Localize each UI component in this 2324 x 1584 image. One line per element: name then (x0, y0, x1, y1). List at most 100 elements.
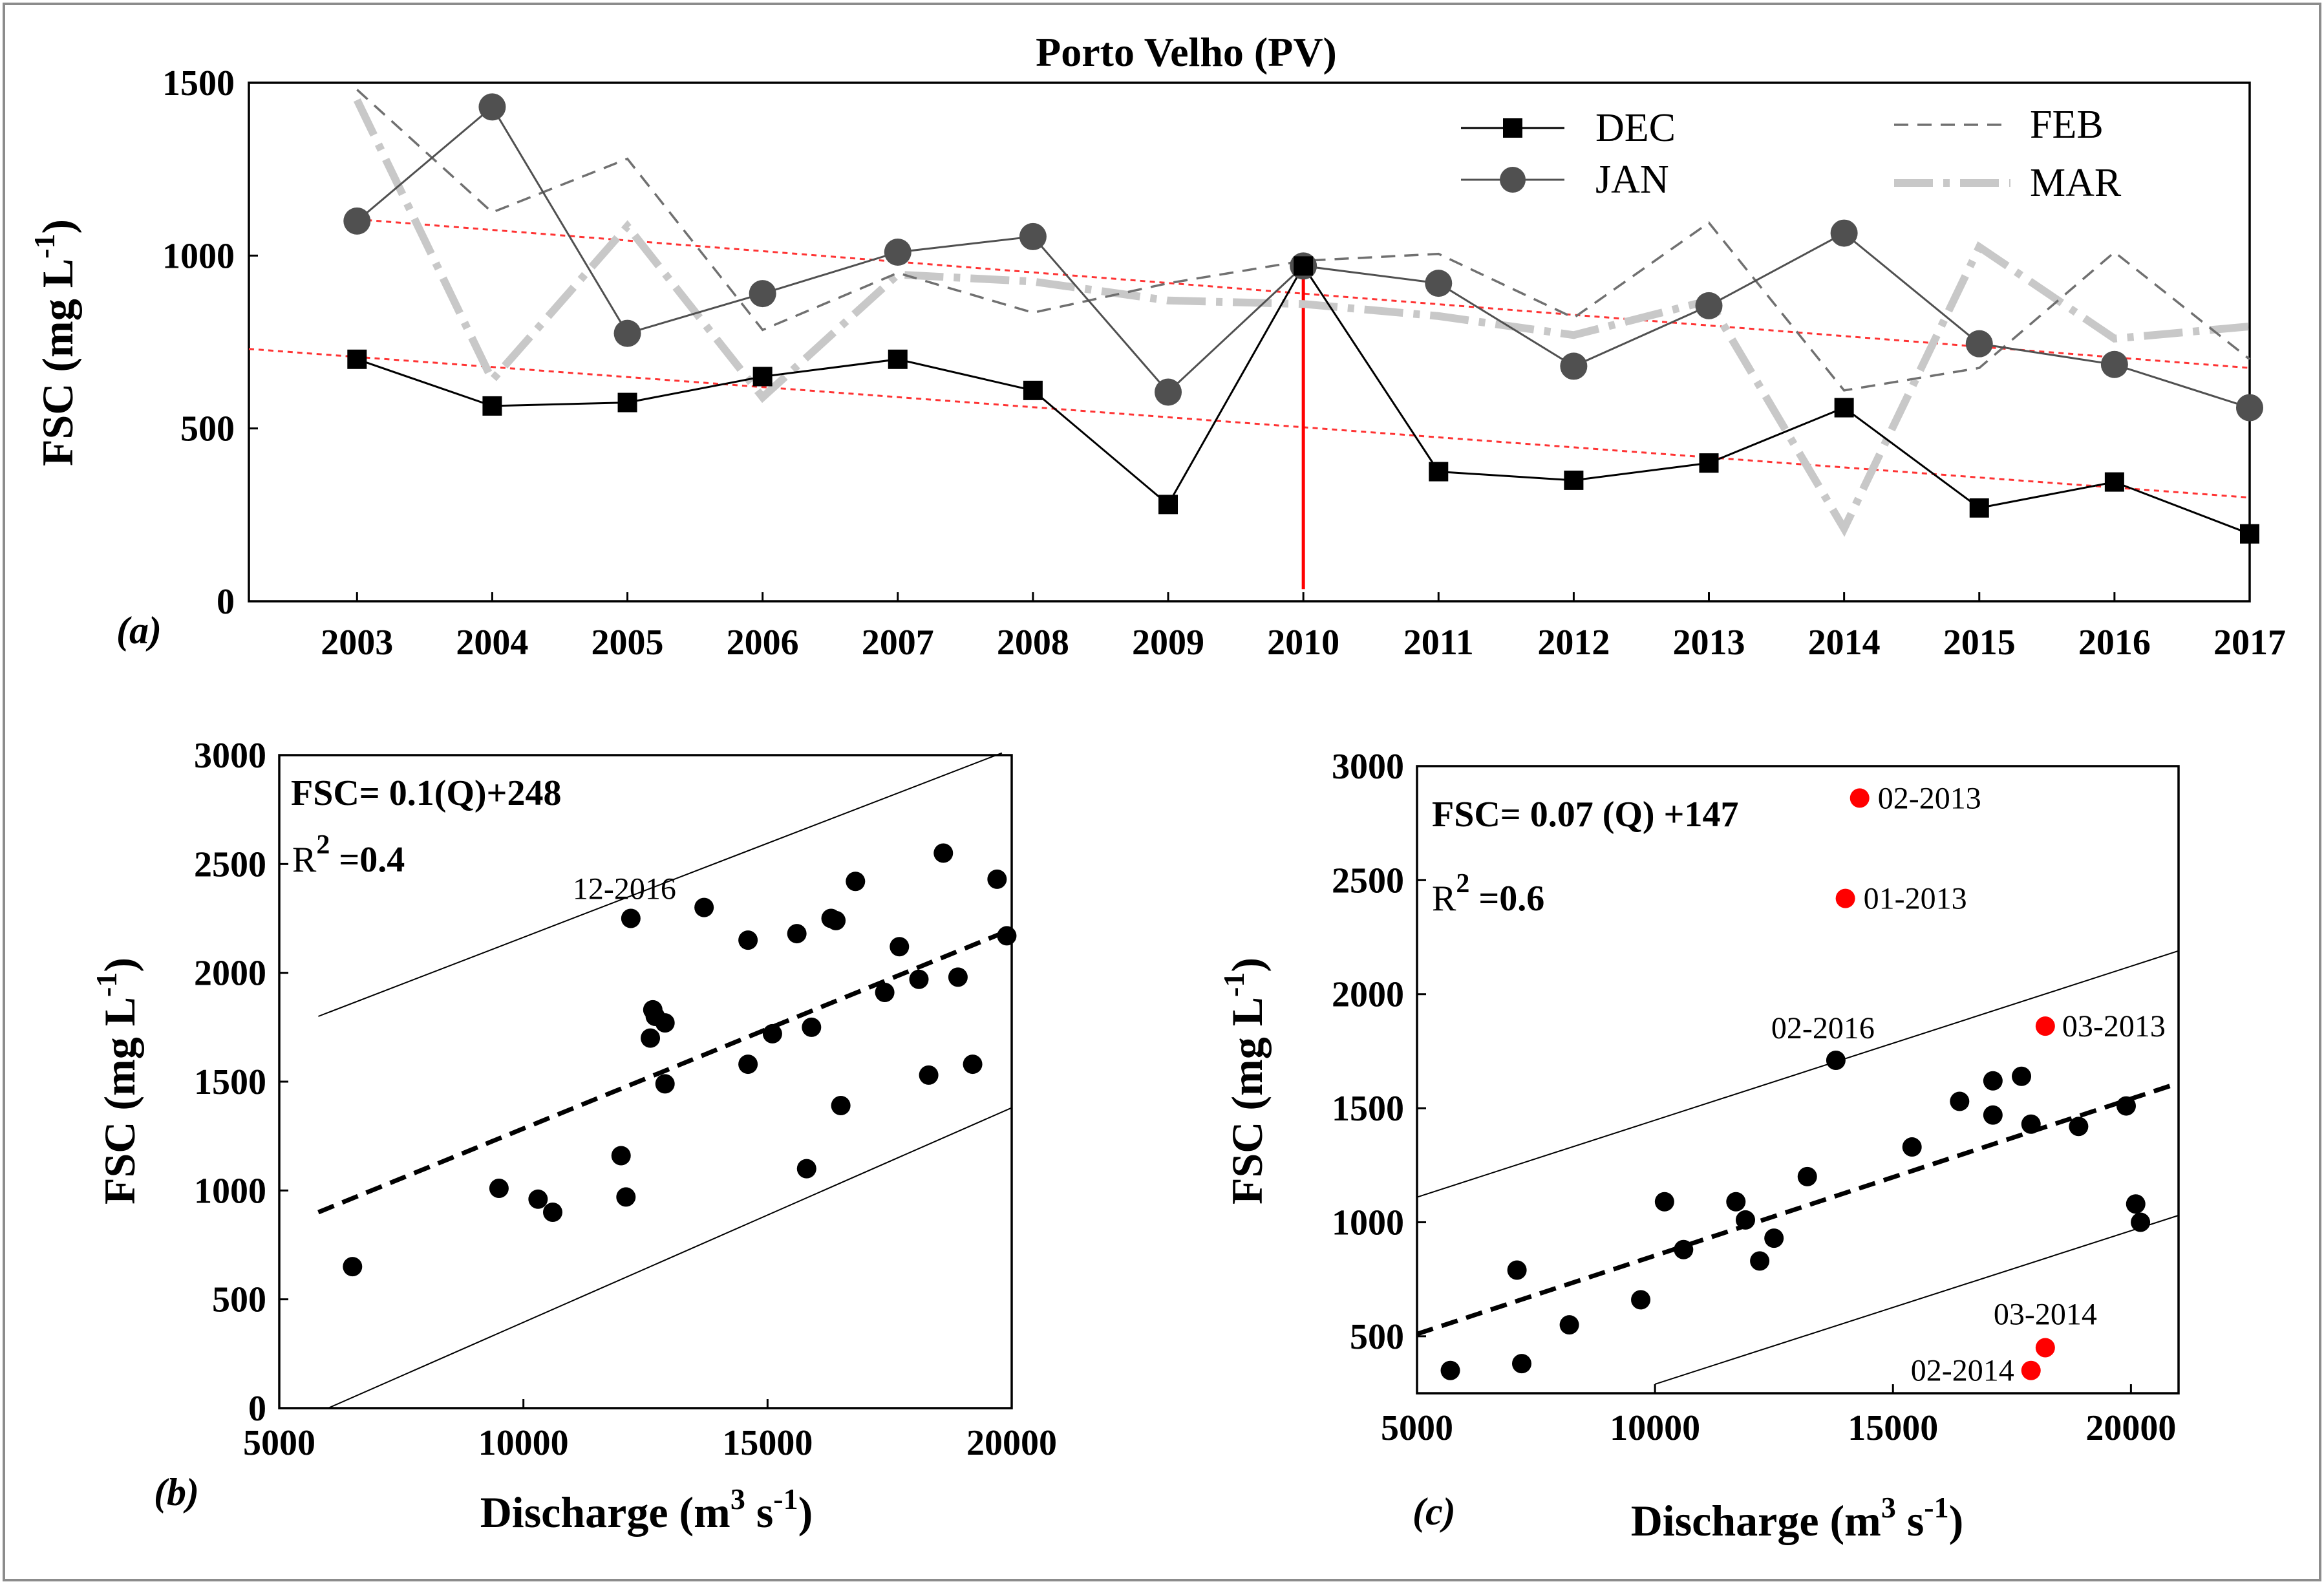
jan-point (2100, 350, 2128, 378)
scatter-point (738, 1054, 758, 1075)
legend-mar-label: MAR (2030, 161, 2122, 205)
x-tick-label: 2012 (1537, 623, 1610, 663)
jan-point (884, 238, 911, 266)
x-tick-label: 5000 (1381, 1408, 1453, 1448)
panel-c-annotations: 02-2013 01-2013 02-2016 03-2013 03-2014 02-20… (1771, 781, 2166, 1387)
panel-a-ticks: 2003 2004 2005 2006 2007 2008 2009 2010 2011 2012… (162, 63, 2286, 663)
x-tick-label: 15000 (1848, 1408, 1938, 1448)
dec-point (482, 396, 502, 416)
x-tick-label: 2008 (997, 623, 1069, 663)
scatter-point (1764, 1228, 1784, 1248)
scatter-point (528, 1189, 548, 1209)
y-tick-label: 500 (180, 409, 235, 449)
y-tick-label: 1500 (1332, 1089, 1404, 1129)
scatter-point (2069, 1117, 2089, 1137)
figure-border (3, 3, 2321, 1581)
series-feb-line (356, 89, 2251, 392)
x-tick-label: 2003 (321, 623, 393, 663)
jan-point (478, 93, 506, 121)
scatter-point (1631, 1290, 1651, 1310)
scatter-point (909, 969, 929, 989)
annotation-label: 02-2014 (1911, 1354, 2014, 1388)
scatter-point (933, 843, 954, 863)
y-tick-label: 2500 (194, 844, 266, 884)
annotation-label: 12-2016 (573, 872, 676, 906)
x-tick-label: 2007 (862, 623, 934, 663)
scatter-point (1826, 1051, 1846, 1071)
y-tick-label: 2000 (194, 954, 266, 994)
annotation-label: 03-2014 (1994, 1297, 2097, 1331)
jan-point (1965, 330, 1993, 358)
jan-point (1830, 219, 1858, 247)
dec-point (1564, 470, 1584, 490)
x-tick-label: 10000 (1610, 1408, 1700, 1448)
y-tick-label: 1000 (194, 1171, 266, 1211)
panel-c-axes (1416, 765, 2180, 1395)
scatter-point (1797, 1166, 1817, 1186)
y-tick-label: 500 (212, 1280, 266, 1320)
scatter-point (890, 937, 910, 957)
scatter-point (1983, 1105, 2003, 1125)
scatter-point (489, 1178, 509, 1198)
annotation-label: 03-2013 (2062, 1009, 2166, 1044)
scatter-point (787, 924, 807, 944)
y-tick-label: 1500 (162, 63, 235, 103)
scatter-point (655, 1013, 675, 1033)
dec-point (1699, 453, 1719, 473)
y-tick-label: 1500 (194, 1062, 266, 1102)
dec-point (2104, 472, 2124, 492)
jan-point (343, 207, 371, 235)
panel-a-ylabel: FSC (mg L-1) (28, 219, 82, 466)
scatter-point (1902, 1137, 1922, 1157)
legend-dec-marker (1503, 118, 1522, 138)
scatter-point (1750, 1251, 1770, 1271)
scatter-point (616, 1187, 636, 1207)
dec-point (1294, 256, 1314, 276)
highlight-point (1835, 888, 1855, 908)
y-tick-label: 1000 (162, 236, 235, 276)
panel-c: (c) Discharge (m3 s-1) FSC (mg L-1) FSC=… (1217, 747, 2180, 1545)
scatter-point (2126, 1194, 2146, 1214)
scatter-point (919, 1065, 939, 1085)
jan-point (1695, 292, 1723, 319)
legend-jan-label: JAN (1595, 158, 1669, 202)
panel-c-equation: FSC= 0.07 (Q) +147 (1432, 795, 1738, 835)
legend-dec-label: DEC (1595, 106, 1676, 150)
regression-fit-line (317, 927, 1013, 1215)
dec-point (2240, 524, 2259, 544)
x-tick-label: 2011 (1403, 623, 1474, 663)
jan-point (1560, 352, 1588, 380)
highlight-point (1850, 788, 1870, 808)
scatter-point (1654, 1192, 1674, 1212)
x-tick-label: 2004 (456, 623, 528, 663)
y-tick-label: 500 (1350, 1317, 1404, 1357)
dec-point (347, 349, 367, 369)
highlight-point (2035, 1338, 2055, 1358)
x-tick-label: 20000 (2085, 1408, 2176, 1448)
legend-jan-marker (1500, 167, 1526, 193)
panel-b: (b) Discharge (m3 s-1) FSC (mg L-1) FSC=… (90, 736, 1057, 1537)
x-tick-label: 5000 (243, 1423, 315, 1463)
scatter-point (542, 1203, 562, 1222)
dec-point (888, 349, 908, 369)
scatter-point (1736, 1210, 1756, 1230)
dec-point (617, 392, 637, 412)
trendline-lower (248, 348, 2250, 499)
scatter-point (1674, 1239, 1694, 1259)
scatter-point (1726, 1192, 1746, 1212)
x-tick-label: 2005 (592, 623, 664, 663)
highlight-point (2021, 1360, 2041, 1380)
annotation-label: 02-2013 (1878, 781, 1981, 815)
jan-point (749, 280, 776, 308)
y-tick-label: 2000 (1332, 975, 1404, 1015)
scatter-point (738, 930, 758, 950)
dec-point (1429, 462, 1449, 482)
scatter-point (796, 1159, 816, 1179)
scatter-point (997, 926, 1017, 946)
y-tick-label: 2500 (1332, 861, 1404, 901)
scatter-point (2021, 1114, 2041, 1134)
x-tick-label: 2015 (1943, 623, 2016, 663)
x-tick-label: 2006 (727, 623, 799, 663)
dec-point (1158, 495, 1178, 515)
panel-b-xlabel: Discharge (m3 s-1) (480, 1482, 813, 1537)
